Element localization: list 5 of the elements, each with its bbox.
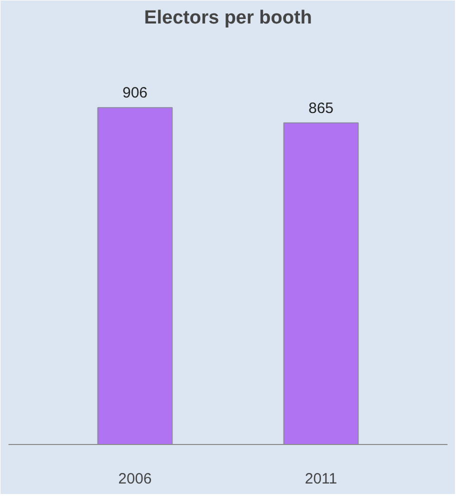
x-tick-label: 2011 [304,470,338,488]
data-label: 865 [308,100,334,117]
chart-title: Electors per booth [144,8,312,28]
data-label: 906 [122,84,148,102]
x-tick-label: 2006 [118,470,152,488]
